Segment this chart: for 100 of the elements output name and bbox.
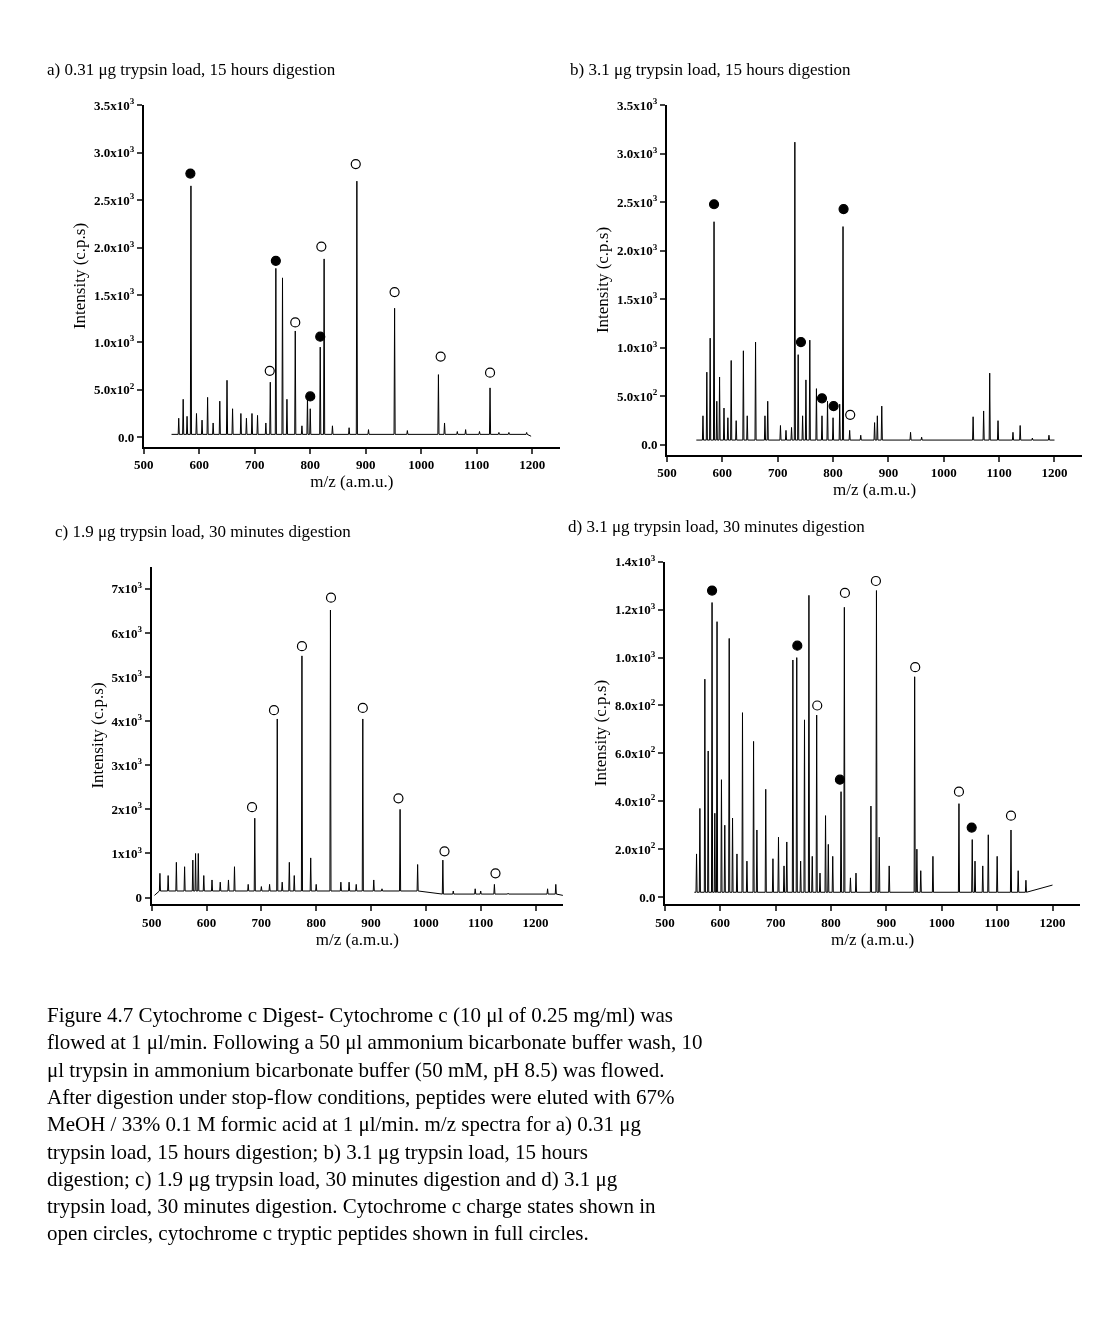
x-tick-label: 1100	[984, 914, 1010, 930]
x-tick-label: 800	[821, 914, 841, 930]
x-tick-label: 500	[657, 465, 677, 481]
y-tick-label: 2.0x10$^{3}$	[617, 241, 658, 259]
point	[315, 331, 326, 342]
point	[393, 793, 404, 804]
point	[828, 401, 839, 412]
y-tick-label: 5x10$^{3}$	[111, 668, 143, 685]
x-tick-label: 700	[767, 465, 788, 481]
y-tick-label: 7x10$^{3}$	[111, 579, 143, 597]
x-axis-title: m/z (a.m.u.)	[833, 480, 917, 500]
point	[966, 822, 977, 833]
point	[839, 587, 851, 599]
x-tick-label: 900	[361, 914, 381, 930]
point	[812, 700, 823, 711]
point	[910, 662, 921, 673]
point	[290, 317, 301, 328]
y-tick-label: 0.0	[641, 437, 658, 453]
y-tick-label: 0.0	[117, 429, 135, 445]
point	[350, 158, 361, 170]
x-axis-title: m/z (a.m.u.)	[831, 929, 915, 949]
x-tick-label: 1100	[986, 465, 1012, 481]
x-tick-label: 1000	[930, 465, 957, 481]
y-axis-title: Intensity (c.p.s)	[591, 679, 611, 787]
y-tick-label: 5.0x10$^{2}$	[617, 387, 658, 404]
y-axis-title: Intensity (c.p.s)	[87, 682, 107, 789]
x-axis-title: m/z (a.m.u.)	[315, 929, 399, 949]
y-tick-label: 2x10$^{3}$	[111, 800, 143, 817]
x-tick-label: 1200	[522, 914, 549, 930]
y-tick-label: 6.0x10$^{2}$	[615, 744, 656, 761]
point	[270, 255, 281, 266]
y-tick-label: 3.5x10$^{3}$	[93, 96, 135, 113]
y-tick-label: 3x10$^{3}$	[111, 756, 143, 773]
point	[706, 585, 718, 596]
point	[834, 774, 846, 785]
chart-title: c) 1.9 μg trypsin load, 30 minutes digestion	[55, 522, 352, 541]
y-axis-title: Intensity (c.p.s)	[69, 222, 89, 330]
y-axis-title: Intensity (c.p.s)	[593, 226, 613, 334]
y-tick-label: 3.5x10$^{3}$	[617, 96, 658, 113]
point	[357, 702, 368, 714]
point	[268, 705, 280, 716]
point	[389, 287, 400, 298]
x-tick-label: 800	[306, 914, 326, 930]
y-tick-label: 1.2x10$^{3}$	[615, 600, 656, 618]
point	[435, 351, 446, 362]
point	[246, 802, 258, 813]
y-tick-label: 0.0	[639, 889, 656, 905]
x-tick-label: 600	[196, 914, 217, 930]
x-tick-label: 900	[876, 914, 897, 930]
x-tick-label: 1100	[464, 457, 490, 473]
point	[484, 367, 496, 378]
x-tick-label: 900	[878, 465, 899, 481]
line-series	[693, 590, 1054, 893]
point	[792, 640, 803, 651]
point	[816, 393, 828, 404]
point	[795, 336, 807, 348]
point	[185, 168, 196, 179]
x-tick-label: 500	[134, 457, 154, 473]
point	[264, 365, 275, 376]
x-tick-label: 1000	[928, 914, 955, 930]
point	[838, 204, 849, 215]
x-tick-label: 800	[300, 457, 320, 473]
x-tick-label: 600	[189, 457, 210, 473]
point	[490, 868, 501, 879]
y-tick-label: 4x10$^{3}$	[111, 712, 143, 729]
line-series	[171, 180, 532, 437]
y-tick-label: 0	[135, 890, 143, 906]
y-tick-label: 1.0x10$^{3}$	[93, 333, 135, 350]
y-tick-label: 1.5x10$^{3}$	[617, 290, 658, 307]
y-tick-label: 2.5x10$^{3}$	[93, 191, 135, 208]
x-tick-label: 800	[823, 465, 843, 481]
x-tick-label: 1000	[412, 914, 439, 930]
x-tick-label: 1200	[1041, 465, 1068, 481]
line-series	[695, 141, 1055, 441]
point	[305, 391, 316, 402]
y-tick-label: 3.0x10$^{3}$	[93, 143, 135, 161]
x-tick-label: 900	[355, 457, 376, 473]
y-tick-label: 1.0x10$^{3}$	[617, 338, 658, 356]
x-tick-label: 1000	[408, 457, 435, 473]
x-tick-label: 1200	[519, 457, 546, 473]
point	[708, 199, 720, 210]
y-tick-label: 1.4x10$^{3}$	[615, 552, 656, 570]
x-tick-label: 700	[245, 457, 265, 473]
x-axis-title: m/z (a.m.u.)	[310, 472, 394, 492]
y-tick-label: 4.0x10$^{2}$	[615, 792, 656, 809]
x-tick-label: 700	[251, 914, 272, 930]
y-tick-label: 1.0x10$^{3}$	[615, 648, 656, 666]
point	[845, 409, 856, 420]
point	[953, 786, 965, 797]
point	[870, 575, 882, 587]
x-tick-label: 1100	[468, 914, 494, 930]
point	[1005, 810, 1017, 821]
y-tick-label: 1x10$^{3}$	[111, 844, 143, 862]
y-tick-label: 2.0x10$^{2}$	[615, 840, 656, 857]
y-tick-label: 1.5x10$^{3}$	[93, 286, 135, 303]
x-tick-label: 600	[712, 465, 733, 481]
y-tick-label: 8.0x10$^{2}$	[615, 696, 656, 714]
chart-title: b) 3.1 μg trypsin load, 15 hours digestion	[570, 60, 852, 79]
x-tick-label: 1200	[1039, 914, 1066, 930]
text: Figure 4.7 Cytochrome c Digest- Cytochrome c (10 μl of 0.25 mg/ml) was flowed at 1 μl/min. Following a 50 μl ammonium bicarbonate buffer wash, 10 μl trypsin in ammonium bicarbonate buffer (50 mM, pH 8.5) was flowed. After digestion under stop-flow conditions, peptides were eluted with 67% MeOH / 33% 0.1 M formic acid at 1 μl/min. m/z spectra for a) 0.31 μg trypsin load, 15 hours digestion; b) 3.1 μg trypsin load, 15 hours digestion; c) 1.9 μg trypsin load, 30 minutes digestion and d) 3.1 μg trypsin load, 30 minutes digestion. Cytochrome c charge states shown in open circles, cytochrome c tryptic peptides shown in full circles.	[47, 1003, 703, 1246]
